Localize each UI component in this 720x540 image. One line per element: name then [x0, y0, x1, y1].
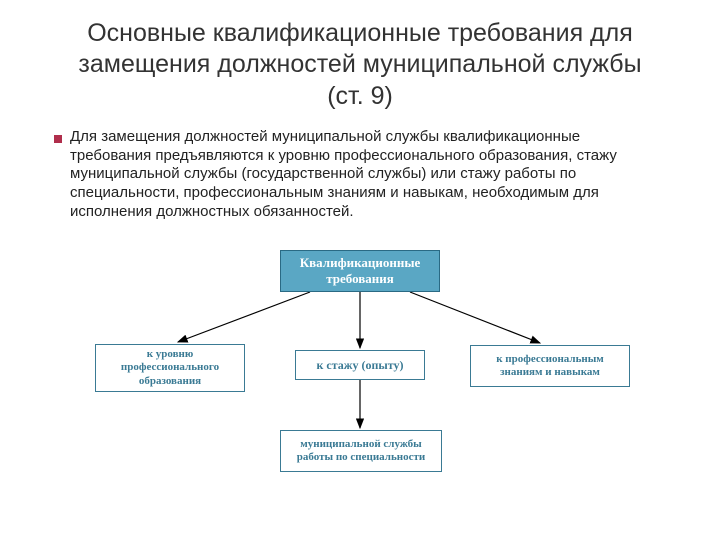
qualification-diagram: Квалификационные требования к уровню проф…: [0, 250, 720, 530]
body-text-block: Для замещения должностей муниципальной с…: [0, 122, 720, 222]
diagram-node-middle: к стажу (опыту): [295, 350, 425, 380]
diagram-edge-2: [410, 292, 540, 343]
body-paragraph: Для замещения должностей муниципальной с…: [70, 128, 660, 222]
bullet-icon: [54, 135, 62, 143]
diagram-node-left: к уровню профессионального образования: [95, 344, 245, 392]
diagram-edge-0: [178, 292, 310, 342]
diagram-node-bottom: муниципальной службы работы по специальн…: [280, 430, 442, 472]
page-title: Основные квалификационные требования для…: [0, 0, 720, 122]
diagram-node-root: Квалификационные требования: [280, 250, 440, 292]
diagram-node-right: к профессиональным знаниям и навыкам: [470, 345, 630, 387]
